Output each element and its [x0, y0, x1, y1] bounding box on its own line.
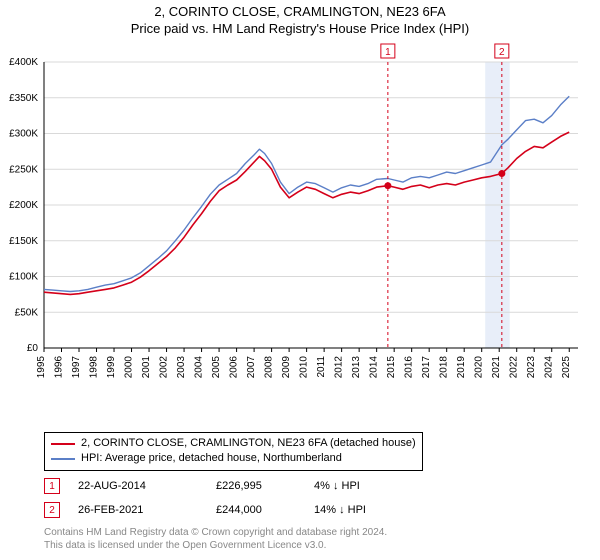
svg-text:£0: £0 [27, 343, 39, 354]
svg-text:1996: 1996 [54, 356, 65, 379]
svg-text:1997: 1997 [71, 356, 82, 379]
legend-swatch-property [51, 443, 75, 445]
chart-subtitle: Price paid vs. HM Land Registry's House … [0, 21, 600, 36]
sale-row-1: 1 22-AUG-2014 £226,995 4% ↓ HPI [44, 478, 404, 494]
svg-text:£150K: £150K [9, 236, 38, 247]
svg-text:£400K: £400K [9, 57, 38, 68]
svg-text:2008: 2008 [264, 356, 275, 379]
svg-text:2: 2 [499, 47, 505, 58]
svg-text:£250K: £250K [9, 164, 38, 175]
chart-titles: 2, CORINTO CLOSE, CRAMLINGTON, NE23 6FA … [0, 0, 600, 36]
legend-row-hpi: HPI: Average price, detached house, Nort… [51, 451, 416, 466]
svg-text:2011: 2011 [316, 356, 327, 378]
svg-text:2010: 2010 [299, 356, 310, 379]
svg-text:2020: 2020 [474, 356, 485, 379]
sale-date-1: 22-AUG-2014 [78, 480, 198, 492]
sale-row-2: 2 26-FEB-2021 £244,000 14% ↓ HPI [44, 502, 404, 518]
svg-text:2004: 2004 [194, 356, 205, 379]
sale-tag-1: 1 [44, 478, 60, 494]
legend-label-property: 2, CORINTO CLOSE, CRAMLINGTON, NE23 6FA … [81, 436, 416, 451]
svg-text:2007: 2007 [246, 356, 257, 379]
svg-text:2023: 2023 [526, 356, 537, 379]
sale-diff-2: 14% ↓ HPI [314, 504, 404, 516]
svg-text:2018: 2018 [439, 356, 450, 379]
svg-text:1: 1 [385, 47, 391, 58]
svg-text:2006: 2006 [229, 356, 240, 379]
legend-row-property: 2, CORINTO CLOSE, CRAMLINGTON, NE23 6FA … [51, 436, 416, 451]
sale-tag-2: 2 [44, 502, 60, 518]
svg-text:1999: 1999 [106, 356, 117, 379]
svg-text:2016: 2016 [404, 356, 415, 379]
footnote-line-1: Contains HM Land Registry data © Crown c… [44, 526, 387, 539]
svg-text:1998: 1998 [89, 356, 100, 379]
svg-text:2000: 2000 [124, 356, 135, 379]
legend-swatch-hpi [51, 458, 75, 460]
svg-text:£300K: £300K [9, 129, 38, 140]
svg-text:2019: 2019 [456, 356, 467, 379]
sale-date-2: 26-FEB-2021 [78, 504, 198, 516]
svg-text:2009: 2009 [281, 356, 292, 379]
svg-text:£350K: £350K [9, 93, 38, 104]
sale-price-2: £244,000 [216, 504, 296, 516]
svg-text:£100K: £100K [9, 272, 38, 283]
svg-text:2002: 2002 [159, 356, 170, 379]
svg-text:2017: 2017 [421, 356, 432, 379]
svg-text:2005: 2005 [211, 356, 222, 379]
svg-text:2015: 2015 [386, 356, 397, 379]
svg-text:1995: 1995 [36, 356, 47, 379]
svg-text:£50K: £50K [15, 307, 39, 318]
svg-text:2024: 2024 [544, 356, 555, 379]
footnote-line-2: This data is licensed under the Open Gov… [44, 539, 387, 552]
address-title: 2, CORINTO CLOSE, CRAMLINGTON, NE23 6FA [0, 4, 600, 19]
svg-text:2014: 2014 [369, 356, 380, 379]
svg-text:2025: 2025 [561, 356, 572, 379]
svg-text:2012: 2012 [334, 356, 345, 379]
svg-text:2001: 2001 [141, 356, 152, 379]
sale-price-1: £226,995 [216, 480, 296, 492]
svg-text:£200K: £200K [9, 200, 38, 211]
svg-text:2021: 2021 [491, 356, 502, 379]
svg-text:2003: 2003 [176, 356, 187, 379]
legend-label-hpi: HPI: Average price, detached house, Nort… [81, 451, 342, 466]
sale-diff-1: 4% ↓ HPI [314, 480, 404, 492]
footnote: Contains HM Land Registry data © Crown c… [44, 526, 387, 552]
legend: 2, CORINTO CLOSE, CRAMLINGTON, NE23 6FA … [44, 432, 423, 471]
price-chart: £0£50K£100K£150K£200K£250K£300K£350K£400… [44, 48, 584, 398]
svg-text:2022: 2022 [509, 356, 520, 379]
svg-text:2013: 2013 [351, 356, 362, 379]
